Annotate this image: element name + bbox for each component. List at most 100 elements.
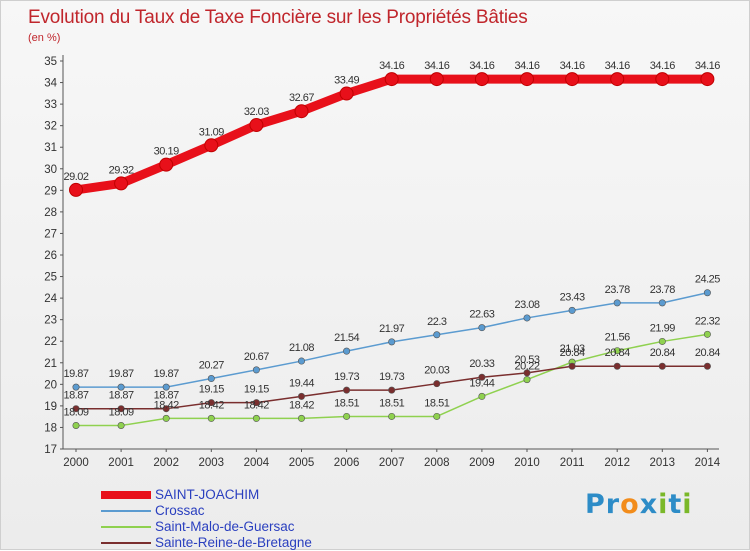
data-point xyxy=(72,422,80,430)
y-tick-label: 19 xyxy=(44,401,57,413)
y-tick-label: 33 xyxy=(44,99,57,111)
data-point xyxy=(568,362,576,370)
data-point xyxy=(72,383,80,391)
data-point xyxy=(117,383,125,391)
data-label: 21.03 xyxy=(560,343,585,355)
data-point xyxy=(520,72,534,87)
x-tick-label: 2002 xyxy=(153,457,179,469)
y-tick-label: 26 xyxy=(44,250,57,262)
data-point xyxy=(658,299,666,307)
data-point xyxy=(478,392,486,400)
data-point xyxy=(565,72,580,87)
legend-label: SAINT-JOACHIM xyxy=(155,487,260,502)
data-label: 20.22 xyxy=(514,361,539,373)
x-tick-label: 2013 xyxy=(650,457,676,469)
data-label: 20.84 xyxy=(695,347,720,359)
data-point xyxy=(429,72,444,87)
data-label: 20.53 xyxy=(514,354,539,366)
data-point xyxy=(523,369,531,377)
data-point xyxy=(523,376,531,384)
logo-letter: i xyxy=(682,489,693,520)
y-tick-label: 28 xyxy=(44,207,57,219)
x-tick-label: 2007 xyxy=(379,457,405,469)
data-label: 34.16 xyxy=(560,60,585,72)
legend-swatch xyxy=(101,491,151,499)
legend: SAINT-JOACHIM Crossac Saint-Malo-de-Guersa… xyxy=(101,487,312,551)
y-tick-label: 27 xyxy=(44,228,57,240)
data-label: 23.78 xyxy=(605,284,630,296)
logo-letter: r xyxy=(605,489,621,520)
y-tick-label: 21 xyxy=(44,358,57,370)
data-label: 18.87 xyxy=(109,390,134,402)
x-tick-label: 2000 xyxy=(63,457,89,469)
data-label: 33.49 xyxy=(334,75,359,87)
data-label: 22.32 xyxy=(695,315,720,327)
data-label: 19.87 xyxy=(154,368,179,380)
y-tick-label: 30 xyxy=(44,164,57,176)
data-label: 18.51 xyxy=(379,397,404,409)
chart-title: Evolution du Taux de Taxe Foncière sur l… xyxy=(28,7,528,28)
data-point xyxy=(159,157,174,172)
data-label: 22.63 xyxy=(469,309,494,321)
data-label: 19.73 xyxy=(334,371,359,383)
data-label: 18.51 xyxy=(334,397,359,409)
x-tick-label: 2009 xyxy=(469,457,495,469)
data-label: 34.16 xyxy=(424,60,449,72)
x-tick-label: 2010 xyxy=(514,457,540,469)
y-tick-label: 20 xyxy=(44,379,57,391)
data-label: 19.87 xyxy=(63,368,88,380)
data-label: 20.03 xyxy=(424,365,449,377)
data-label: 20.84 xyxy=(560,347,585,359)
data-point xyxy=(249,118,264,133)
x-tick-label: 2011 xyxy=(560,457,585,469)
data-label: 19.73 xyxy=(379,371,404,383)
y-tick-label: 32 xyxy=(44,121,57,133)
data-point xyxy=(252,414,260,422)
data-label: 20.84 xyxy=(650,347,675,359)
data-point xyxy=(294,104,309,119)
proxiti-logo: Proxiti xyxy=(585,489,693,520)
data-label: 22.3 xyxy=(427,316,447,328)
data-label: 20.84 xyxy=(605,347,630,359)
data-point xyxy=(613,362,621,370)
logo-letter: P xyxy=(585,489,606,520)
data-point xyxy=(474,72,489,87)
data-label: 18.09 xyxy=(63,407,88,419)
y-tick-label: 29 xyxy=(44,185,57,197)
data-point xyxy=(162,414,170,422)
logo-letter: x xyxy=(639,489,659,520)
data-label: 20.27 xyxy=(199,360,224,372)
logo-letter: i xyxy=(658,489,669,520)
data-point xyxy=(343,412,351,420)
legend-item: Crossac xyxy=(101,503,312,519)
x-tick-label: 2012 xyxy=(604,457,630,469)
y-tick-label: 34 xyxy=(44,78,57,90)
y-tick-label: 18 xyxy=(44,422,57,434)
x-tick-label: 2005 xyxy=(289,457,315,469)
data-label: 18.42 xyxy=(154,399,179,411)
data-label: 29.02 xyxy=(63,171,88,183)
data-label: 34.16 xyxy=(379,60,404,72)
data-point xyxy=(478,324,486,332)
data-point xyxy=(610,72,625,87)
data-label: 34.16 xyxy=(605,60,630,72)
data-label: 34.16 xyxy=(514,60,539,72)
data-label: 21.56 xyxy=(605,332,630,344)
legend-item: SAINT-JOACHIM xyxy=(101,487,312,503)
data-label: 18.42 xyxy=(199,399,224,411)
x-tick-label: 2003 xyxy=(199,457,225,469)
data-point xyxy=(72,405,80,413)
data-point xyxy=(343,386,351,394)
data-label: 34.16 xyxy=(650,60,675,72)
data-point xyxy=(658,362,666,370)
data-label: 18.51 xyxy=(424,397,449,409)
data-point xyxy=(433,380,441,388)
data-label: 19.15 xyxy=(244,384,269,396)
series-line-0 xyxy=(71,74,712,195)
legend-label: Crossac xyxy=(155,503,205,518)
y-tick-label: 22 xyxy=(44,336,57,348)
data-point xyxy=(703,330,711,338)
data-label: 23.08 xyxy=(514,299,539,311)
data-point xyxy=(252,366,260,374)
